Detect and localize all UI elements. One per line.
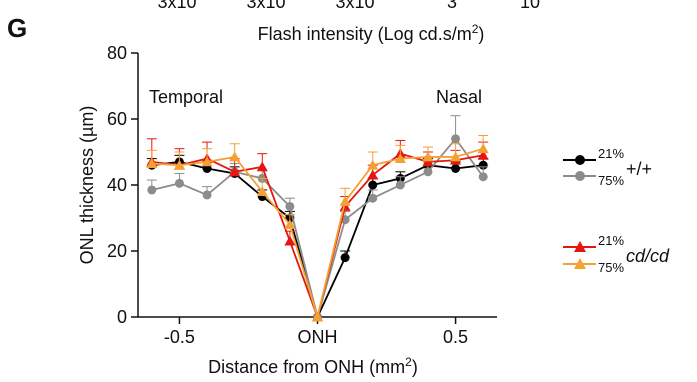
y-axis-title: ONL thickness (µm) [77,106,97,265]
prev-tick-label-3: 3x10 [335,0,374,12]
series-line-0 [151,160,484,320]
data-point [478,172,488,182]
legend-pct-cd-21: 21% [598,233,624,248]
prev-tick-label-2: 3x10 [246,0,285,12]
data-point [202,190,212,200]
data-point [229,166,241,177]
data-point [312,311,323,322]
data-point [368,180,378,190]
legend-marker-cd-75 [574,258,586,269]
x-ticks: -0.5 ONH 0.5 [164,317,468,347]
x-tick-label-1: ONH [298,327,338,347]
data-point [477,149,489,160]
data-point [285,201,295,211]
data-point [256,161,268,172]
series-1 [146,115,489,322]
y-tick-label-3: 60 [107,109,127,129]
data-point [339,196,351,206]
y-ticks: 0 20 40 60 80 [107,43,138,327]
legend-marker-cd-21 [574,241,586,252]
prev-tick-label-1: 3x10 [157,0,196,12]
data-point [284,219,296,229]
y-tick-label-2: 40 [107,175,127,195]
data-point [451,134,461,144]
legend-marker-wt-75 [575,171,585,181]
xlabel-end: ) [412,357,418,377]
x-tick-label-0: -0.5 [164,327,195,347]
y-tick-label-1: 20 [107,241,127,261]
data-point [340,253,350,263]
previous-panel-fragment: 3x10 3x10 3x10 3 10 Flash intensity (Log… [157,0,540,44]
prev-xlabel-end: ) [478,24,484,44]
data-point [174,178,184,188]
x-axis-title: Distance from ONH (mm2) [208,355,418,377]
series-line-1 [151,137,484,321]
temporal-label: Temporal [149,87,223,107]
plot-area [146,115,489,322]
x-axis: -0.5 ONH 0.5 Distance from ONH (mm2) [138,316,497,377]
prev-tick-label-4: 3 [447,0,457,12]
data-point [478,160,488,170]
prev-xlabel-main: Flash intensity (Log cd.s/m [258,24,472,44]
y-tick-label-4: 80 [107,43,127,63]
y-axis: 0 20 40 60 80 ONL thickness (µm) [77,43,139,327]
prev-tick-label-5: 10 [520,0,540,12]
data-point [201,156,213,167]
prev-panel-x-axis-title: Flash intensity (Log cd.s/m2) [258,22,485,44]
data-point [147,185,157,195]
data-point [146,158,158,168]
series-0 [146,154,489,322]
legend-entry-cd-75: 75% [563,258,624,275]
xlabel-main: Distance from ONH (mm [208,357,405,377]
data-point [395,180,405,190]
data-point [229,151,241,162]
data-point [450,151,462,162]
data-point [173,159,185,170]
prev-xlabel-sup: 2 [472,22,479,36]
series-3 [146,135,489,322]
legend-pct-cd-75: 75% [598,260,624,275]
legend-entry-wt-21: 21% [563,146,624,165]
data-point [423,167,433,177]
x-tick-label-2: 0.5 [443,327,468,347]
nasal-label: Nasal [436,87,482,107]
y-tick-label-0: 0 [117,307,127,327]
data-point [256,186,268,196]
legend-genotype-cd: cd/cd [626,246,670,266]
data-point [367,159,379,170]
xlabel-sup: 2 [405,355,412,369]
data-point [368,193,378,203]
data-point [367,169,379,180]
legend-pct-wt-21: 21% [598,146,624,161]
legend-marker-wt-21 [575,155,585,165]
data-point [284,235,296,246]
legend-genotype-wt: +/+ [626,159,652,179]
series-line-3 [151,147,484,321]
data-point [422,151,434,162]
legend-entry-cd-21: 21% [563,233,624,252]
legend: 21% 75% +/+ 21% 75% cd/cd [563,146,670,275]
series-line-2 [151,152,484,321]
data-point [451,164,461,173]
panel-letter: G [7,13,27,43]
legend-pct-wt-75: 75% [598,173,624,188]
legend-entry-wt-75: 75% [563,171,624,188]
data-point [394,153,406,163]
data-point [477,143,489,154]
